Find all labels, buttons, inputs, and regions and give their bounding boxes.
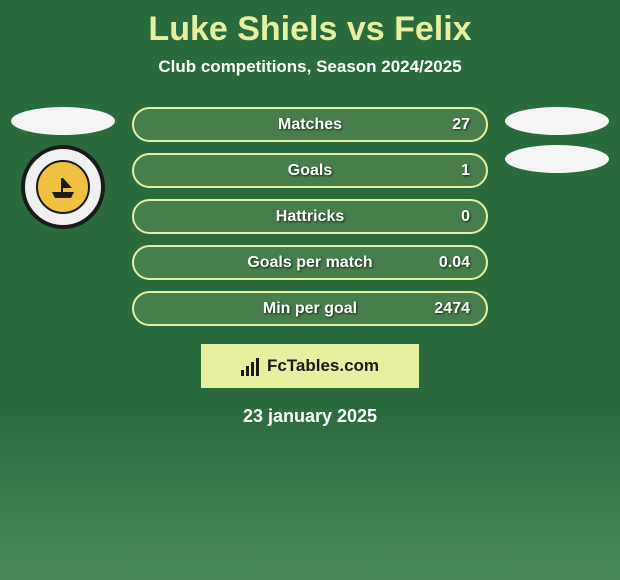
stat-right-value: 1 bbox=[461, 162, 470, 180]
stat-label: Min per goal bbox=[263, 300, 357, 318]
right-team-badge-placeholder bbox=[505, 145, 609, 173]
ship-icon bbox=[36, 160, 90, 214]
page-subtitle: Club competitions, Season 2024/2025 bbox=[158, 57, 461, 77]
bar-chart-icon bbox=[241, 356, 261, 376]
stat-goals-per-match: Goals per match 0.04 bbox=[132, 245, 488, 280]
date-label: 23 january 2025 bbox=[243, 406, 377, 427]
stats-list: Matches 27 Goals 1 Hattricks 0 Goals per… bbox=[128, 107, 492, 326]
stat-label: Goals bbox=[288, 162, 332, 180]
stat-min-per-goal: Min per goal 2474 bbox=[132, 291, 488, 326]
stats-row: Matches 27 Goals 1 Hattricks 0 Goals per… bbox=[0, 107, 620, 326]
stat-right-value: 0.04 bbox=[439, 254, 470, 272]
stat-label: Hattricks bbox=[276, 208, 344, 226]
page-title: Luke Shiels vs Felix bbox=[148, 10, 471, 49]
right-player-avatar bbox=[505, 107, 609, 135]
ship-svg-icon bbox=[46, 170, 80, 204]
stat-matches: Matches 27 bbox=[132, 107, 488, 142]
stat-hattricks: Hattricks 0 bbox=[132, 199, 488, 234]
stat-label: Matches bbox=[278, 116, 342, 134]
logo-text: FcTables.com bbox=[267, 356, 379, 376]
left-player-col bbox=[8, 107, 118, 326]
stat-label: Goals per match bbox=[247, 254, 372, 272]
right-player-col bbox=[502, 107, 612, 326]
stat-right-value: 2474 bbox=[434, 300, 470, 318]
stat-goals: Goals 1 bbox=[132, 153, 488, 188]
left-player-avatar bbox=[11, 107, 115, 135]
stat-right-value: 27 bbox=[452, 116, 470, 134]
main-container: Luke Shiels vs Felix Club competitions, … bbox=[0, 0, 620, 427]
stat-right-value: 0 bbox=[461, 208, 470, 226]
left-team-badge bbox=[21, 145, 105, 229]
source-logo[interactable]: FcTables.com bbox=[201, 344, 419, 388]
